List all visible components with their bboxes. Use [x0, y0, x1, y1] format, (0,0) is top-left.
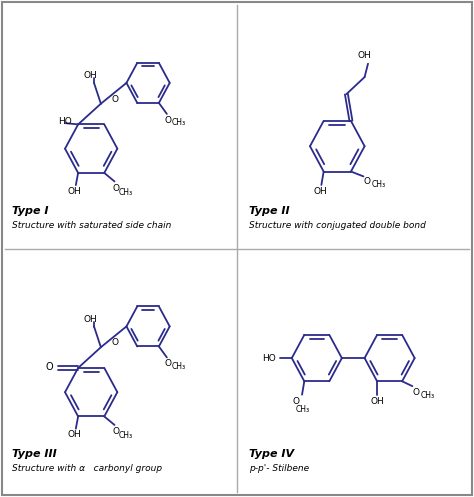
- Text: O: O: [112, 427, 119, 436]
- Text: OH: OH: [84, 315, 98, 324]
- Text: Type IV: Type IV: [248, 449, 294, 459]
- Text: CH₃: CH₃: [420, 392, 435, 401]
- Text: O: O: [111, 95, 118, 104]
- Text: OH: OH: [370, 398, 384, 407]
- Text: O: O: [164, 359, 172, 368]
- Text: OH: OH: [84, 71, 98, 80]
- Text: O: O: [111, 338, 118, 347]
- Text: O: O: [164, 116, 172, 125]
- Text: OH: OH: [68, 430, 82, 439]
- Text: O: O: [46, 362, 54, 372]
- Text: CH₃: CH₃: [172, 362, 185, 371]
- Text: O: O: [364, 177, 371, 186]
- Text: OH: OH: [358, 51, 372, 60]
- Text: OH: OH: [313, 187, 327, 196]
- Text: Structure with saturated side chain: Structure with saturated side chain: [11, 221, 171, 230]
- Text: Structure with α   carbonyl group: Structure with α carbonyl group: [11, 464, 162, 474]
- Text: O: O: [412, 388, 419, 397]
- Text: CH₃: CH₃: [372, 180, 385, 189]
- Text: Type I: Type I: [11, 206, 48, 216]
- Text: HO: HO: [58, 117, 72, 126]
- Text: HO: HO: [262, 353, 276, 363]
- Text: Structure with conjugated double bond: Structure with conjugated double bond: [248, 221, 426, 230]
- Text: OH: OH: [68, 187, 82, 196]
- Text: Type II: Type II: [248, 206, 289, 216]
- Text: CH₃: CH₃: [296, 405, 310, 414]
- Text: O: O: [112, 183, 119, 192]
- Text: Type III: Type III: [11, 449, 56, 459]
- Text: CH₃: CH₃: [119, 431, 133, 440]
- Text: p-p'- Stilbene: p-p'- Stilbene: [248, 464, 309, 474]
- Text: O: O: [293, 398, 300, 407]
- Text: CH₃: CH₃: [119, 188, 133, 197]
- Text: CH₃: CH₃: [172, 118, 185, 127]
